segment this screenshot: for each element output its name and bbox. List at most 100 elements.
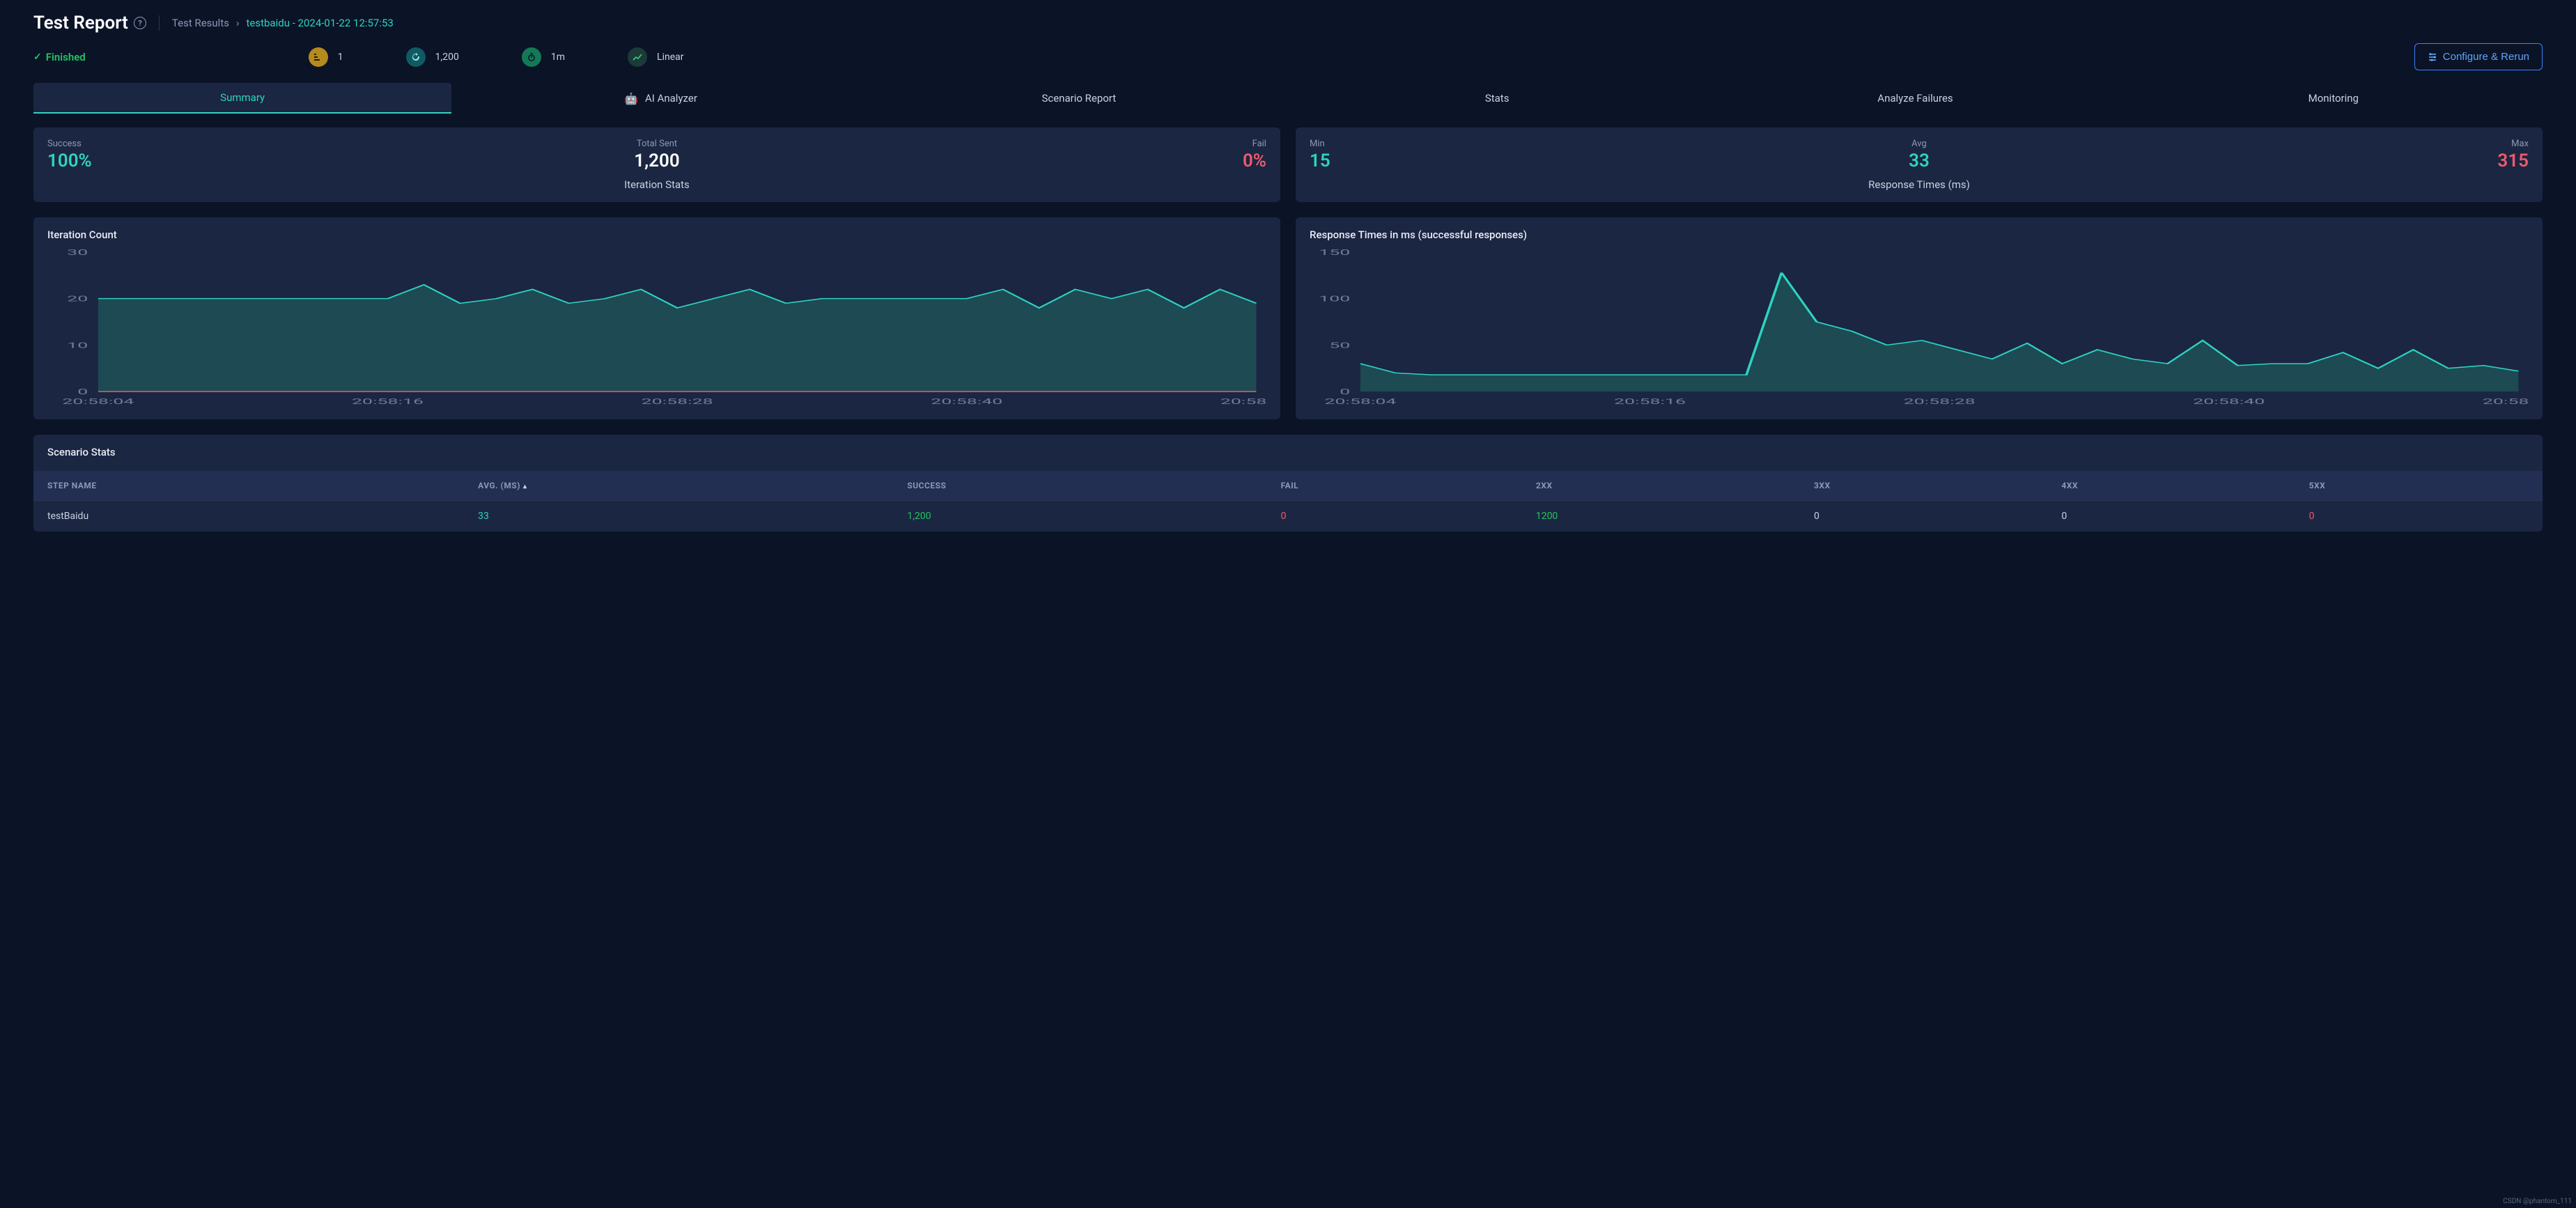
svg-text:10: 10 — [67, 341, 88, 350]
col-step-name[interactable]: STEP NAME — [33, 471, 464, 501]
col-5xx[interactable]: 5XX — [2295, 471, 2543, 501]
cell-5xx: 0 — [2295, 501, 2543, 532]
response-times-card: Min 15 Avg 33 Max 315 Response Times (ms… — [1296, 127, 2543, 202]
watermark: CSDN @phantom_111 — [2503, 1198, 2572, 1205]
response-chart-card: Response Times in ms (successful respons… — [1296, 217, 2543, 419]
summary-cards-row: Success 100% Total Sent 1,200 Fail 0% It… — [33, 127, 2543, 202]
svg-text:20:58:04: 20:58:04 — [1324, 397, 1397, 406]
header-divider — [159, 15, 160, 31]
metric-iterations: 1,200 — [406, 47, 459, 67]
response-chart-title: Response Times in ms (successful respons… — [1310, 229, 2529, 241]
avg-value: 33 — [1716, 150, 2122, 171]
tab-monitoring[interactable]: Monitoring — [2125, 83, 2543, 114]
tab-analyze-failures[interactable]: Analyze Failures — [1706, 83, 2124, 114]
tab-label: Scenario Report — [1041, 92, 1116, 104]
tab-label: AI Analyzer — [645, 92, 697, 104]
svg-text:20:58:40: 20:58:40 — [931, 397, 1002, 406]
tune-icon — [2428, 52, 2437, 62]
chevron-right-icon: › — [236, 17, 240, 29]
svg-text:20:58:28: 20:58:28 — [1904, 397, 1976, 406]
svg-text:20:58:28: 20:58:28 — [642, 397, 713, 406]
check-icon: ✓ — [33, 52, 42, 63]
scenario-stats-table: STEP NAME AVG. (MS)▴ SUCCESS FAIL 2XX 3X… — [33, 471, 2543, 532]
svg-text:30: 30 — [67, 248, 88, 257]
fail-label: Fail — [860, 139, 1266, 149]
header: Test Report ? Test Results › testbaidu -… — [33, 13, 2543, 33]
col-4xx[interactable]: 4XX — [2047, 471, 2295, 501]
sent-label: Total Sent — [453, 139, 860, 149]
charts-row: Iteration Count 010203020:58:0420:58:162… — [33, 217, 2543, 419]
svg-text:20:58:52: 20:58:52 — [1220, 397, 1266, 406]
min-value: 15 — [1310, 150, 1716, 171]
sort-asc-icon: ▴ — [523, 483, 527, 490]
status-label: Finished — [46, 51, 86, 63]
col-fail[interactable]: FAIL — [1267, 471, 1522, 501]
cell-2xx: 1200 — [1522, 501, 1800, 532]
col-2xx[interactable]: 2XX — [1522, 471, 1800, 501]
page-title: Test Report ? — [33, 13, 146, 33]
response-times-grid: Min 15 Avg 33 Max 315 — [1310, 139, 2529, 171]
max-label: Max — [2123, 139, 2529, 149]
metric-scenarios-value: 1 — [338, 52, 343, 63]
configure-rerun-button[interactable]: Configure & Rerun — [2414, 43, 2543, 70]
configure-rerun-label: Configure & Rerun — [2443, 51, 2529, 63]
iteration-chart-card: Iteration Count 010203020:58:0420:58:162… — [33, 217, 1280, 419]
metrics-strip: 1 1,200 1m Linear — [309, 47, 2414, 67]
response-chart: 05010015020:58:0420:58:1620:58:2820:58:4… — [1310, 248, 2529, 408]
cell-3xx: 0 — [1800, 501, 2047, 532]
metric-scenarios: 1 — [309, 47, 343, 67]
iteration-stats-grid: Success 100% Total Sent 1,200 Fail 0% — [47, 139, 1266, 171]
page-title-text: Test Report — [33, 13, 128, 33]
svg-text:20:58:40: 20:58:40 — [2193, 397, 2265, 406]
svg-text:50: 50 — [1329, 341, 1350, 350]
breadcrumb-root[interactable]: Test Results — [172, 17, 229, 29]
metric-shape-value: Linear — [657, 52, 683, 63]
avg-label: Avg — [1716, 139, 2122, 149]
max-value: 315 — [2123, 150, 2529, 171]
tab-ai-analyzer[interactable]: 🤖 AI Analyzer — [451, 83, 869, 114]
breadcrumb: Test Results › testbaidu - 2024-01-22 12… — [172, 17, 394, 29]
tab-stats[interactable]: Stats — [1288, 83, 1706, 114]
svg-text:20:58:52: 20:58:52 — [2483, 397, 2529, 406]
success-label: Success — [47, 139, 453, 149]
refresh-icon — [406, 47, 426, 67]
metric-duration-value: 1m — [551, 52, 565, 63]
list-icon — [309, 47, 328, 67]
robot-icon: 🤖 — [624, 92, 638, 105]
cell-avg: 33 — [464, 501, 893, 532]
scenario-stats-card: Scenario Stats STEP NAME AVG. (MS)▴ SUCC… — [33, 435, 2543, 532]
metric-iterations-value: 1,200 — [435, 52, 459, 63]
svg-text:0: 0 — [77, 387, 88, 396]
table-row[interactable]: testBaidu 33 1,200 0 1200 0 0 0 — [33, 501, 2543, 532]
status-row: ✓ Finished 1 1,200 1m — [33, 43, 2543, 70]
stopwatch-icon — [522, 47, 541, 67]
breadcrumb-current[interactable]: testbaidu - 2024-01-22 12:57:53 — [247, 17, 394, 29]
col-success[interactable]: SUCCESS — [893, 471, 1266, 501]
tab-label: Analyze Failures — [1877, 92, 1953, 104]
linear-icon — [628, 47, 647, 67]
tab-label: Stats — [1485, 92, 1510, 104]
scenario-stats-title: Scenario Stats — [33, 446, 2543, 464]
svg-text:100: 100 — [1319, 294, 1350, 303]
col-3xx[interactable]: 3XX — [1800, 471, 2047, 501]
tab-label: Monitoring — [2309, 92, 2359, 104]
fail-value: 0% — [860, 150, 1266, 171]
table-header-row: STEP NAME AVG. (MS)▴ SUCCESS FAIL 2XX 3X… — [33, 471, 2543, 501]
success-value: 100% — [47, 150, 453, 171]
tabs: Summary 🤖 AI Analyzer Scenario Report Sta… — [33, 83, 2543, 114]
iteration-chart-title: Iteration Count — [47, 229, 1266, 241]
svg-text:150: 150 — [1319, 248, 1350, 257]
help-icon[interactable]: ? — [134, 17, 146, 29]
tab-summary[interactable]: Summary — [33, 83, 451, 114]
metric-duration: 1m — [522, 47, 565, 67]
sent-value: 1,200 — [453, 150, 860, 171]
iteration-stats-card: Success 100% Total Sent 1,200 Fail 0% It… — [33, 127, 1280, 202]
tab-label: Summary — [220, 91, 265, 104]
metric-shape: Linear — [628, 47, 683, 67]
col-avg[interactable]: AVG. (MS)▴ — [464, 471, 893, 501]
cell-fail: 0 — [1267, 501, 1522, 532]
min-label: Min — [1310, 139, 1716, 149]
response-times-title: Response Times (ms) — [1310, 178, 2529, 191]
cell-step: testBaidu — [33, 501, 464, 532]
tab-scenario-report[interactable]: Scenario Report — [870, 83, 1288, 114]
